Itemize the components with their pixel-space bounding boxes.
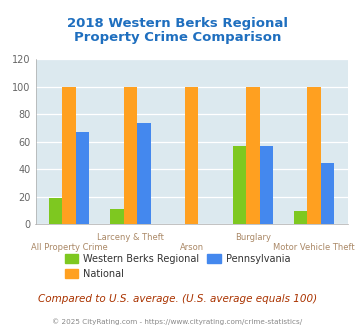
Bar xyxy=(307,87,321,224)
Text: Motor Vehicle Theft: Motor Vehicle Theft xyxy=(273,243,355,251)
Text: Burglary: Burglary xyxy=(235,233,271,242)
Bar xyxy=(76,132,89,224)
Text: 2018 Western Berks Regional
Property Crime Comparison: 2018 Western Berks Regional Property Cri… xyxy=(67,16,288,45)
Text: © 2025 CityRating.com - https://www.cityrating.com/crime-statistics/: © 2025 CityRating.com - https://www.city… xyxy=(53,318,302,325)
Bar xyxy=(124,87,137,224)
Bar xyxy=(294,211,307,224)
Text: Larceny & Theft: Larceny & Theft xyxy=(97,233,164,242)
Text: Arson: Arson xyxy=(180,243,204,251)
Bar xyxy=(233,146,246,224)
Bar xyxy=(49,198,62,224)
Bar xyxy=(246,87,260,224)
Bar xyxy=(260,146,273,224)
Text: Compared to U.S. average. (U.S. average equals 100): Compared to U.S. average. (U.S. average … xyxy=(38,294,317,304)
Bar xyxy=(62,87,76,224)
Legend: Western Berks Regional, National, Pennsylvania: Western Berks Regional, National, Pennsy… xyxy=(65,254,290,279)
Text: All Property Crime: All Property Crime xyxy=(31,243,108,251)
Bar xyxy=(321,162,334,224)
Bar xyxy=(137,123,151,224)
Bar xyxy=(185,87,198,224)
Bar xyxy=(110,209,124,224)
